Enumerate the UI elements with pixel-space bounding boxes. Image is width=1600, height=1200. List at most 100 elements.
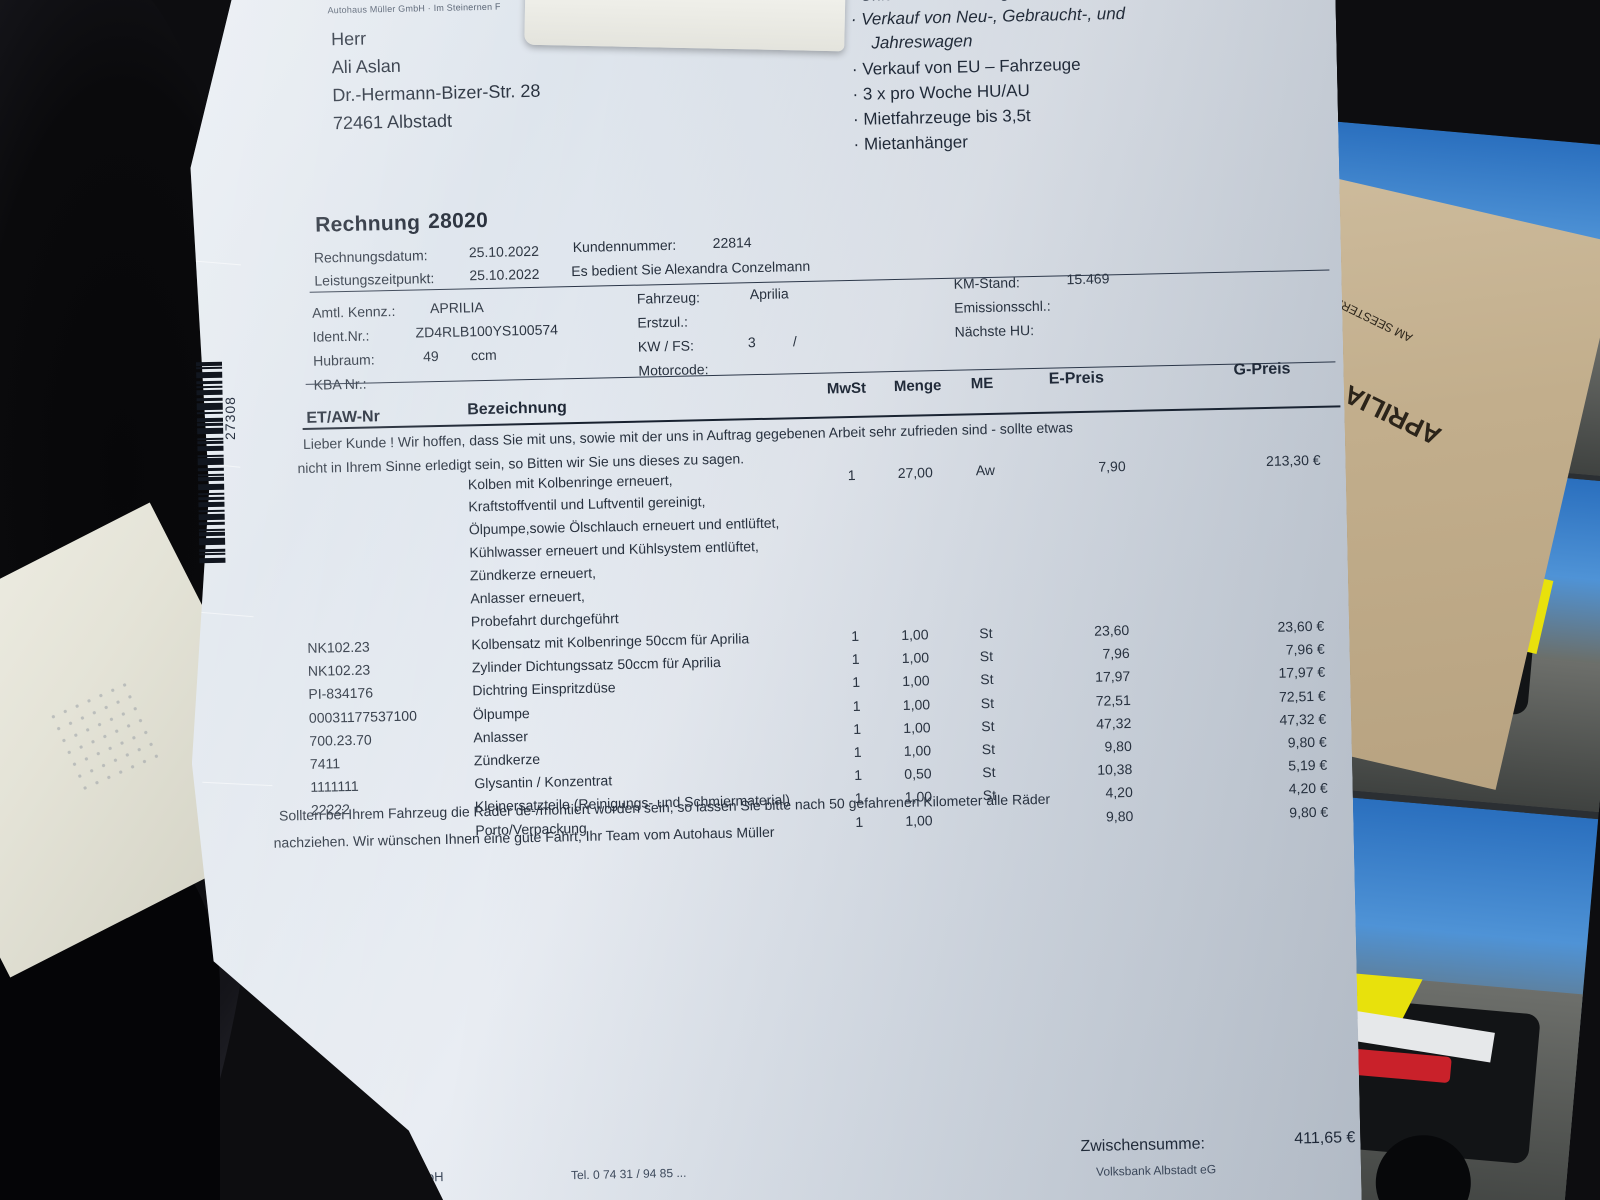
- service-item-2: · Verkauf von EU – Fahrzeuge: [851, 54, 1081, 79]
- row-6-epreis: 10,38: [1097, 761, 1133, 778]
- row-6-mwst: 1: [854, 767, 863, 784]
- row-5-menge: 1,00: [903, 742, 932, 759]
- row-4-me: St: [981, 717, 995, 735]
- kw-fs-label: KW / FS:: [637, 337, 695, 355]
- recipient-city: 72461 Albstadt: [332, 110, 453, 134]
- row-3-menge: 1,00: [902, 695, 931, 713]
- white-paper-slip: [524, 0, 846, 52]
- row-8-menge: 1,00: [905, 811, 933, 829]
- kw-fs-value: 3: [747, 334, 756, 351]
- service-item-1: · Verkauf von Neu-, Gebraucht-, und: [850, 3, 1126, 29]
- customer-number-value: 22814: [712, 234, 752, 251]
- divider-vehicle: [306, 361, 1336, 384]
- work-line-6: Probefahrt durchgeführt: [470, 610, 619, 630]
- next-inspection-label: Nächste HU:: [954, 321, 1035, 340]
- row-7-epreis: 4,20: [1105, 784, 1133, 801]
- row-6-etaw: 1111111: [310, 778, 359, 796]
- row-1-mwst: 1: [851, 651, 860, 668]
- customer-number-label: Kundennummer:: [572, 236, 677, 256]
- row-8-gpreis: 9,80 €: [1289, 803, 1329, 821]
- th-gpreis: G-Preis: [1233, 360, 1291, 379]
- plate-value: APRILIA: [429, 298, 484, 317]
- row-1-menge: 1,00: [901, 649, 930, 667]
- service-item-5: · Mietanhänger: [853, 132, 969, 154]
- work-me: Aw: [975, 461, 996, 479]
- work-line-2: Ölpumpe,sowie Ölschlauch erneuert und en…: [468, 514, 780, 538]
- row-0-bezeichnung: Kolbensatz mit Kolbenringe 50ccm für Apr…: [471, 630, 750, 653]
- row-5-bezeichnung: Zündkerze: [473, 750, 541, 769]
- row-4-bezeichnung: Anlasser: [473, 727, 529, 746]
- row-5-me: St: [981, 740, 996, 758]
- vin-value: ZD4RLB100YS100574: [415, 321, 559, 341]
- th-bezeichnung: Bezeichnung: [467, 399, 567, 419]
- recipient-name: Ali Aslan: [331, 55, 402, 78]
- row-0-etaw: NK102.23: [307, 638, 370, 656]
- invoice-document: Autohaus Müller GmbH · Im Steinernen F H…: [175, 0, 1362, 1200]
- recipient-street: Dr.-Hermann-Bizer-Str. 28: [332, 80, 541, 106]
- row-4-epreis: 47,32: [1096, 714, 1132, 732]
- row-4-etaw: 700.23.70: [309, 731, 372, 749]
- vin-label: Ident.Nr.:: [312, 327, 370, 345]
- km-label: KM-Stand:: [953, 274, 1020, 292]
- row-3-mwst: 1: [852, 697, 861, 714]
- row-1-etaw: NK102.23: [307, 661, 371, 680]
- row-3-me: St: [980, 694, 995, 711]
- kw-fs-separator: /: [792, 333, 797, 350]
- row-0-gpreis: 23,60 €: [1277, 617, 1325, 635]
- km-value: 15.469: [1066, 270, 1110, 288]
- vehicle-value: Aprilia: [749, 285, 789, 303]
- row-0-menge: 1,00: [901, 626, 929, 643]
- intro-note-line2: nicht in Ihrem Sinne erledigt sein, so B…: [297, 450, 745, 477]
- th-menge: Menge: [893, 377, 942, 396]
- th-mwst: MwSt: [826, 379, 867, 398]
- service-item-1b: Jahreswagen: [871, 31, 973, 53]
- work-line-5: Anlasser erneuert,: [470, 587, 585, 607]
- service-date-value: 25.10.2022: [469, 265, 540, 284]
- row-3-bezeichnung: Ölpumpe: [472, 704, 530, 722]
- invoice-date-label: Rechnungsdatum:: [313, 247, 428, 266]
- th-me: ME: [970, 374, 994, 393]
- served-by-text: Es bedient Sie Alexandra Conzelmann: [571, 257, 811, 280]
- row-2-gpreis: 17,97 €: [1278, 664, 1326, 682]
- fold-crease-3: [194, 611, 254, 617]
- work-epreis: 7,90: [1098, 458, 1126, 475]
- row-8-epreis: 9,80: [1105, 807, 1134, 825]
- invoice-number: 28020: [427, 208, 489, 234]
- work-line-3: Kühlwasser erneuert und Kühlsystem entlü…: [469, 538, 759, 561]
- row-1-epreis: 7,96: [1102, 645, 1130, 662]
- work-menge: 27,00: [897, 464, 933, 482]
- service-item-4: · Mietfahrzeuge bis 3,5t: [852, 106, 1031, 129]
- displacement-label: Hubraum:: [312, 351, 375, 369]
- vehicle-label: Fahrzeug:: [636, 289, 701, 307]
- service-item-3: · 3 x pro Woche HU/AU: [852, 81, 1030, 104]
- row-6-gpreis: 5,19 €: [1288, 756, 1328, 774]
- row-1-me: St: [979, 648, 994, 665]
- recipient-salutation: Herr: [330, 28, 367, 50]
- page-footer-bank: Volksbank Albstadt eG: [1095, 1162, 1217, 1179]
- letterhead-company-line: Autohaus Müller GmbH · Im Steinernen F: [327, 1, 501, 16]
- row-7-gpreis: 4,20 €: [1288, 780, 1328, 797]
- row-6-me: St: [982, 764, 996, 781]
- row-3-gpreis: 72,51 €: [1278, 687, 1326, 705]
- row-2-etaw: PI-834176: [308, 684, 374, 703]
- row-6-bezeichnung: Glysantin / Konzentrat: [474, 772, 613, 792]
- row-5-gpreis: 9,80 €: [1287, 733, 1327, 751]
- service-item-0: · Unfallinstandsetzung: [850, 0, 1009, 7]
- row-5-mwst: 1: [853, 743, 862, 761]
- row-5-etaw: 7411: [309, 755, 341, 772]
- row-2-menge: 1,00: [902, 672, 930, 690]
- row-0-epreis: 23,60: [1094, 621, 1130, 639]
- fold-crease-4: [202, 782, 272, 786]
- row-4-menge: 1,00: [903, 719, 931, 736]
- row-6-menge: 0,50: [904, 765, 932, 783]
- subtotal-value: 411,65 €: [1294, 1129, 1356, 1148]
- row-5-epreis: 9,80: [1104, 737, 1132, 755]
- row-0-me: St: [979, 624, 993, 642]
- row-1-gpreis: 7,96 €: [1285, 640, 1325, 658]
- displacement-value: 49: [422, 347, 439, 365]
- row-2-mwst: 1: [852, 674, 861, 691]
- page-footer-phone: Tel. 0 74 31 / 94 85 ...: [570, 1165, 687, 1183]
- subtotal-label: Zwischensumme:: [1080, 1135, 1206, 1156]
- row-4-gpreis: 47,32 €: [1279, 710, 1327, 728]
- work-gpreis: 213,30 €: [1265, 451, 1321, 469]
